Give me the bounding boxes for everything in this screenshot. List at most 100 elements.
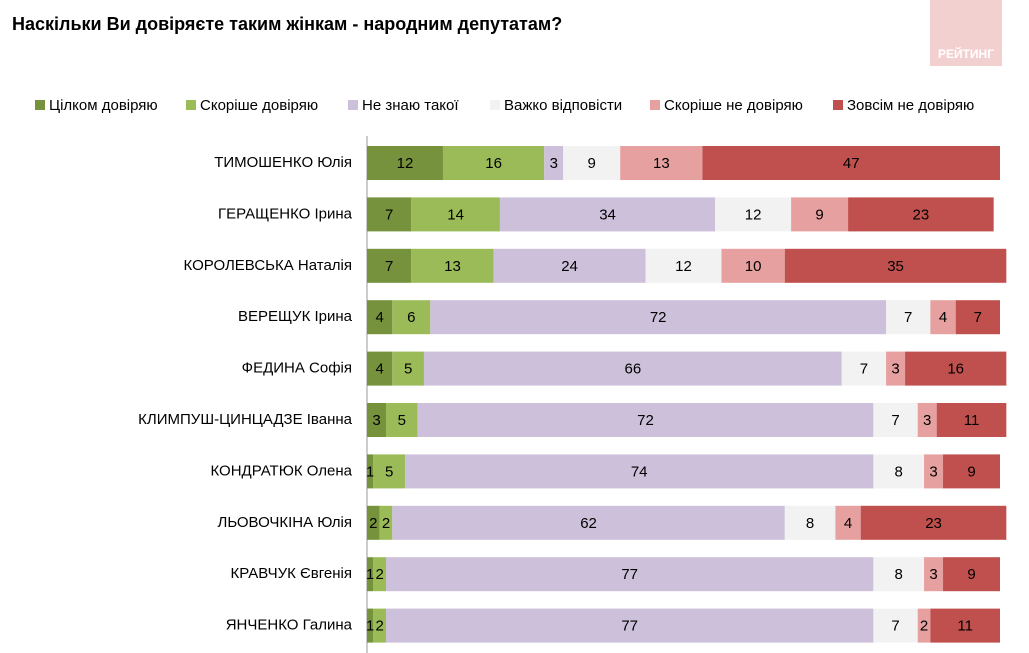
bar-segment xyxy=(367,351,393,386)
data-label: 2 xyxy=(382,515,390,532)
bar-segment xyxy=(367,557,374,592)
legend-swatch xyxy=(35,100,45,110)
data-label: 5 xyxy=(404,361,412,378)
bar-segment xyxy=(873,557,925,592)
bar-segment xyxy=(367,197,412,232)
bar-segment xyxy=(835,505,861,540)
data-label: 13 xyxy=(444,258,461,275)
bar-segment xyxy=(848,197,994,232)
bar-segment xyxy=(873,454,925,489)
data-label: 5 xyxy=(385,463,393,480)
bar-segment xyxy=(936,403,1007,437)
bar-segment xyxy=(943,557,1000,592)
bar-segment xyxy=(886,300,931,335)
bar-segment xyxy=(645,248,722,283)
data-label: 12 xyxy=(745,206,762,223)
data-label: 7 xyxy=(974,309,982,326)
data-label: 8 xyxy=(895,566,903,583)
data-label: 34 xyxy=(599,206,616,223)
bar-segment xyxy=(423,351,842,386)
legend-label: Не знаю такої xyxy=(362,97,459,114)
bar-segment xyxy=(930,300,956,335)
data-label: 10 xyxy=(745,258,762,275)
data-label: 72 xyxy=(650,309,667,326)
bar-segment xyxy=(379,505,393,540)
data-label: 2 xyxy=(920,618,928,635)
bar-segment xyxy=(917,608,931,643)
chart-title: Наскільки Ви довіряєте таким жінкам - на… xyxy=(12,14,562,34)
data-label: 23 xyxy=(913,206,930,223)
bar-segment xyxy=(917,403,937,437)
data-label: 23 xyxy=(925,515,942,532)
data-label: 12 xyxy=(397,155,414,172)
bar-segment xyxy=(367,608,374,643)
logo-box xyxy=(930,0,1002,66)
data-label: 7 xyxy=(891,618,899,635)
bar-segment xyxy=(373,454,405,489)
legend-swatch xyxy=(490,100,500,110)
bar-segment xyxy=(873,608,918,643)
category-label: КОРОЛЕВСЬКА Наталія xyxy=(184,257,352,274)
bar-segment xyxy=(367,505,380,540)
data-label: 3 xyxy=(929,566,937,583)
data-label: 13 xyxy=(653,155,670,172)
data-label: 16 xyxy=(947,361,964,378)
bar-segment xyxy=(417,403,874,437)
bar-segment xyxy=(702,146,1000,180)
bar-segment xyxy=(955,300,1000,335)
legend-swatch xyxy=(650,100,660,110)
category-label: КОНДРАТЮК Олена xyxy=(210,462,352,479)
data-label: 9 xyxy=(588,155,596,172)
bar-segment xyxy=(367,248,412,283)
category-label: КЛИМПУШ-ЦИНЦАДЗЕ Іванна xyxy=(138,411,352,428)
bar-segment xyxy=(860,505,1007,540)
bar-segment xyxy=(943,454,1000,489)
data-label: 2 xyxy=(369,515,377,532)
bar-segment xyxy=(367,300,393,335)
data-label: 3 xyxy=(929,463,937,480)
data-label: 35 xyxy=(887,258,904,275)
data-label: 1 xyxy=(366,618,374,635)
bar-segment xyxy=(430,300,887,335)
data-label: 3 xyxy=(891,361,899,378)
data-label: 47 xyxy=(843,155,860,172)
legend-swatch xyxy=(186,100,196,110)
data-label: 77 xyxy=(621,566,638,583)
data-label: 72 xyxy=(637,412,654,429)
bar-segment xyxy=(385,403,418,437)
legend-label: Цілком довіряю xyxy=(49,97,158,114)
bar-segment xyxy=(367,146,443,180)
bar-segment xyxy=(392,505,785,540)
data-label: 9 xyxy=(815,206,823,223)
bar-segment xyxy=(392,300,431,335)
data-label: 66 xyxy=(625,361,642,378)
bar-segment xyxy=(886,351,906,386)
legend-swatch xyxy=(348,100,358,110)
data-label: 7 xyxy=(860,361,868,378)
data-label: 5 xyxy=(398,412,406,429)
bar-segment xyxy=(930,608,1000,643)
bar-segment xyxy=(373,608,386,643)
category-label: КРАВЧУК Євгенія xyxy=(231,565,352,582)
data-label: 1 xyxy=(366,566,374,583)
bar-segment xyxy=(392,351,424,386)
bar-segment xyxy=(373,557,386,592)
bar-segment xyxy=(841,351,887,386)
data-label: 7 xyxy=(904,309,912,326)
data-label: 4 xyxy=(375,309,383,326)
data-label: 9 xyxy=(967,566,975,583)
data-label: 2 xyxy=(375,618,383,635)
bar-segment xyxy=(784,505,836,540)
data-label: 24 xyxy=(561,258,578,275)
data-label: 77 xyxy=(621,618,638,635)
bar-segment xyxy=(493,248,646,283)
data-label: 8 xyxy=(895,463,903,480)
logo: РЕЙТИНГ xyxy=(938,46,994,61)
bar-segment xyxy=(563,146,621,180)
bar-segment xyxy=(367,454,374,489)
category-label: ЛЬОВОЧКІНА Юлія xyxy=(218,514,352,531)
data-label: 14 xyxy=(447,206,464,223)
legend-label: Важко відповісти xyxy=(504,97,622,114)
bar-segment xyxy=(715,197,792,232)
